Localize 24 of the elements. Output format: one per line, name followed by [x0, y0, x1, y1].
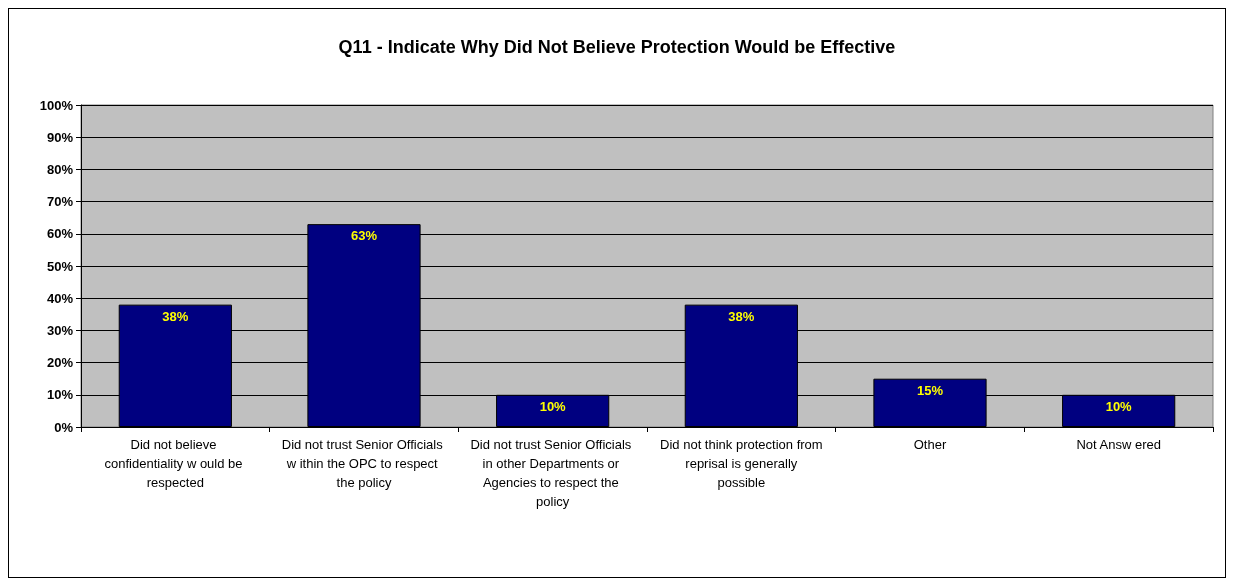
data-label: 15%	[916, 382, 944, 398]
y-tick-label: 70%	[46, 194, 74, 210]
y-tick-label: 90%	[46, 129, 74, 145]
x-tick-label: Not Answ ered	[1076, 437, 1161, 452]
x-tick-label: Did not trust Senior Officials w ithin the OPC to respect the policy	[281, 437, 447, 490]
y-tick-label: 40%	[46, 290, 74, 306]
x-tick-label: Did not believe confidentiality w ould be respected	[104, 437, 247, 490]
y-tick-label: 20%	[46, 355, 74, 371]
y-tick-label: 80%	[46, 161, 74, 177]
y-tick-label: 10%	[46, 387, 74, 403]
chart-title: Q11 - Indicate Why Did Not Believe Protection Would be Effective	[338, 37, 896, 57]
data-label: 10%	[539, 398, 567, 414]
y-tick-label: 50%	[46, 258, 74, 274]
data-label: 63%	[350, 228, 378, 244]
data-label: 10%	[1105, 398, 1133, 414]
x-tick-label: Did not think protection from reprisal is generally possible	[660, 437, 823, 490]
x-tick-label: Other	[913, 437, 947, 452]
y-tick-label: 100%	[39, 97, 74, 113]
x-tick-label: Did not trust Senior Officials in other Departments or Agencies to respect the policy	[470, 437, 635, 509]
y-tick-label: 30%	[46, 322, 74, 338]
data-label: 38%	[162, 308, 189, 324]
y-tick-label: 0%	[54, 419, 74, 435]
y-tick-label: 60%	[46, 226, 74, 242]
data-label: 38%	[728, 308, 755, 324]
